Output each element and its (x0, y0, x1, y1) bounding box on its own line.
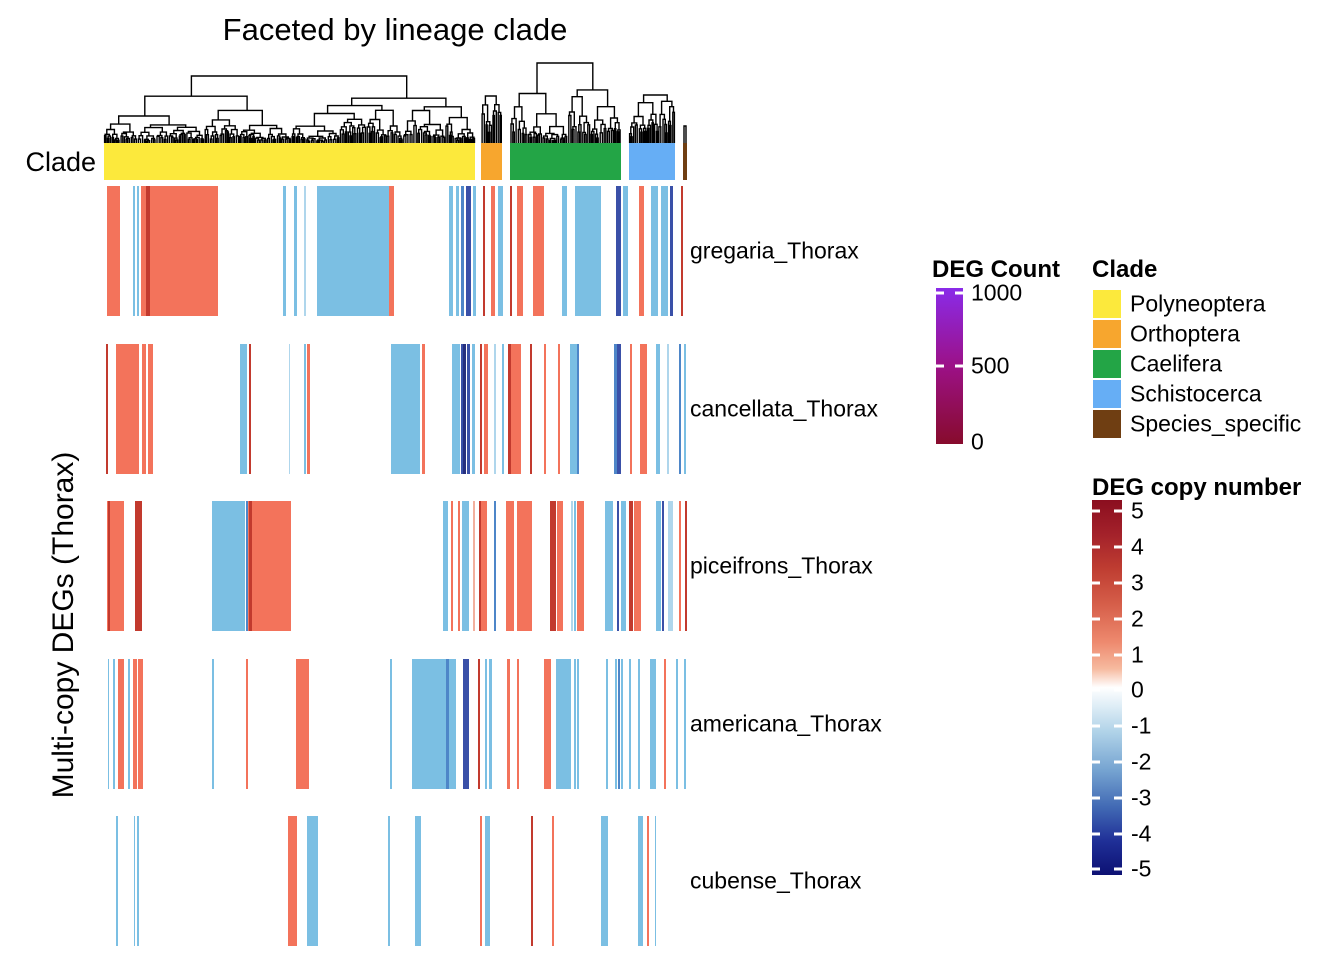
copy-number-tick (1092, 545, 1100, 549)
clade-item-label: Schistocerca (1130, 380, 1262, 407)
deg-count-legend-title: DEG Count (932, 256, 1060, 283)
copy-number-tick (1092, 617, 1100, 621)
copy-number-tick (1114, 581, 1122, 585)
clade-annotation-bar (104, 143, 687, 180)
copy-number-tick-label: -5 (1131, 855, 1152, 882)
clade-bar-segment-Polyneoptera (104, 143, 475, 180)
copy-number-tick (1092, 509, 1100, 513)
clade-bar-segment-Orthoptera (481, 143, 502, 180)
dendrogram-facet-Orthoptera (481, 95, 502, 143)
clade-item-label: Orthoptera (1130, 320, 1240, 347)
copy-number-tick (1092, 796, 1100, 800)
copy-number-tick (1092, 867, 1100, 871)
copy-number-tick-label: -2 (1131, 748, 1152, 775)
copy-number-tick (1114, 545, 1122, 549)
copy-number-tick (1092, 653, 1100, 656)
deg-count-tick (955, 364, 963, 368)
copy-number-tick (1092, 760, 1100, 764)
heatmap-row-americana_Thorax (108, 659, 686, 789)
dendrogram (103, 62, 687, 143)
copy-number-tick-label: -4 (1131, 820, 1152, 847)
row-label-cancellata: cancellata_Thorax (690, 395, 878, 422)
clade-bar-segment-Species_specific (683, 143, 687, 180)
dendrogram-facet-Polyneoptera (103, 75, 476, 143)
copy-number-tick (1114, 653, 1122, 656)
row-label-gregaria: gregaria_Thorax (690, 237, 859, 264)
copy-number-tick (1092, 832, 1100, 836)
clade-annotation-label: Clade (25, 147, 96, 177)
deg-count-tick-label: 1000 (971, 279, 1023, 306)
copy-number-tick-label: -3 (1131, 784, 1152, 811)
copy-number-tick (1114, 867, 1122, 871)
copy-number-tick-label: -1 (1131, 712, 1152, 739)
clade-swatch (1093, 350, 1121, 378)
copy-number-tick (1114, 688, 1122, 692)
copy-number-tick-label: 1 (1131, 641, 1144, 667)
copy-number-tick (1114, 832, 1122, 836)
copy-number-legend-title: DEG copy number (1092, 474, 1302, 501)
copy-number-tick (1114, 796, 1122, 800)
deg-count-tick-label: 500 (971, 352, 1010, 379)
dendrogram-facet-Schistocerca (628, 94, 676, 143)
deg-count-tick-label: 0 (971, 428, 984, 455)
clade-item-label: Polyneoptera (1130, 290, 1266, 317)
copy-number-colorbar (1092, 500, 1122, 875)
dendrogram-facet-Caelifera (510, 62, 621, 143)
copy-number-tick-label: 5 (1131, 497, 1144, 524)
deg-count-tick-labels: 1000 500 0 (971, 279, 1041, 454)
heatmap-row-gregaria_Thorax (107, 186, 683, 316)
clade-bar-segment-Schistocerca (629, 143, 675, 180)
clade-bar-segment-Caelifera (510, 143, 621, 180)
dendrogram-facet-Species_specific (683, 125, 687, 143)
clade-swatch (1093, 380, 1121, 408)
copy-number-tick-label: 3 (1131, 569, 1144, 596)
clade-swatch (1093, 410, 1121, 438)
copy-number-tick (1092, 724, 1100, 728)
deg-count-tick (955, 291, 963, 295)
copy-number-tick (1114, 724, 1122, 728)
copy-number-tick-label: 4 (1131, 533, 1144, 560)
clade-swatch (1093, 320, 1121, 348)
heatmap-row-piceifrons_Thorax (107, 501, 687, 631)
copy-number-tick (1092, 688, 1100, 692)
deg-count-tick (936, 364, 944, 368)
copy-number-tick-labels: 5 4 3 2 1 0 -1 -2 -3 -4 -5 (1131, 497, 1191, 882)
row-label-piceifrons: piceifrons_Thorax (690, 552, 873, 579)
row-label-cubense: cubense_Thorax (690, 867, 862, 894)
clade-item-label: Species_specific (1130, 410, 1302, 437)
clade-item-label: Caelifera (1130, 350, 1223, 377)
deg-count-colorbar (936, 288, 963, 444)
copy-number-tick (1114, 509, 1122, 513)
y-axis-label: Multi-copy DEGs (Thorax) (47, 451, 80, 799)
chart-title: Faceted by lineage clade (222, 12, 568, 47)
clade-legend-title: Clade (1092, 256, 1158, 283)
copy-number-tick (1092, 581, 1100, 585)
heatmap-stripes (106, 186, 687, 946)
copy-number-tick-label: 0 (1131, 676, 1144, 703)
deg-count-tick (936, 291, 944, 295)
clade-swatch (1093, 290, 1121, 318)
heatmap-row-cancellata_Thorax (106, 344, 686, 474)
copy-number-tick-label: 2 (1131, 605, 1144, 632)
row-label-americana: americana_Thorax (690, 710, 882, 737)
heatmap-row-cubense_Thorax (116, 816, 656, 946)
copy-number-tick (1114, 617, 1122, 621)
copy-number-tick (1114, 760, 1122, 764)
